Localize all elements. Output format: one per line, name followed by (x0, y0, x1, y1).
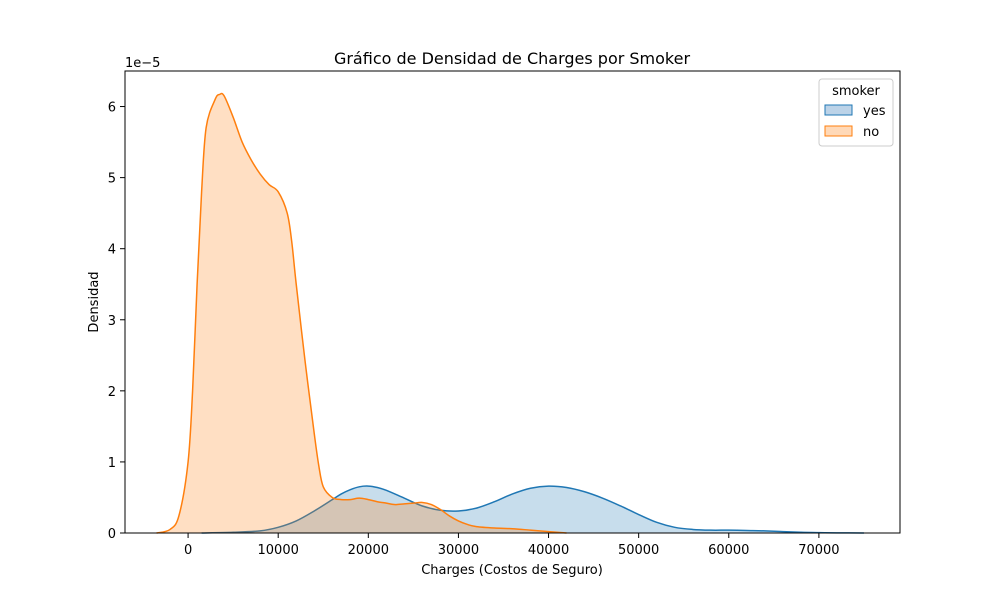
x-tick-label: 10000 (258, 543, 299, 558)
axes-frame (124, 70, 901, 534)
x-tick-label: 40000 (528, 543, 569, 558)
density-line-yes (201, 485, 864, 534)
legend: smoker yes no (818, 78, 894, 147)
chart-title: Gráfico de Densidad de Charges por Smoke… (334, 49, 691, 68)
x-tick-label: 70000 (798, 543, 839, 558)
legend-label-yes: yes (863, 104, 886, 119)
y-tick-label: 5 (108, 172, 116, 187)
y-tick-label: 2 (108, 385, 116, 400)
x-tick-label: 0 (184, 543, 192, 558)
x-tick-label: 30000 (438, 543, 479, 558)
y-axis-label: Densidad (87, 271, 102, 332)
density-area-no (156, 93, 567, 534)
y-axis: 0 1 2 3 4 5 6 (108, 101, 125, 542)
legend-swatch-yes (824, 104, 853, 116)
y-tick-label: 0 (108, 527, 116, 542)
legend-swatch-no (824, 125, 853, 137)
legend-label-no: no (863, 125, 879, 140)
y-tick-label: 4 (108, 243, 116, 258)
x-axis-label: Charges (Costos de Seguro) (421, 563, 603, 578)
x-axis: 0 10000 20000 30000 40000 50000 60000 70000 (184, 533, 840, 558)
y-tick-label: 6 (108, 101, 116, 116)
density-area-yes (201, 486, 864, 533)
x-tick-label: 20000 (348, 543, 389, 558)
plot-area (156, 92, 864, 534)
y-offset-label: 1e−5 (125, 56, 160, 71)
x-tick-label: 60000 (708, 543, 749, 558)
y-tick-label: 1 (108, 456, 116, 471)
y-tick-label: 3 (108, 314, 116, 329)
density-line-no (156, 92, 567, 534)
x-tick-label: 50000 (618, 543, 659, 558)
legend-title: smoker (832, 84, 880, 99)
